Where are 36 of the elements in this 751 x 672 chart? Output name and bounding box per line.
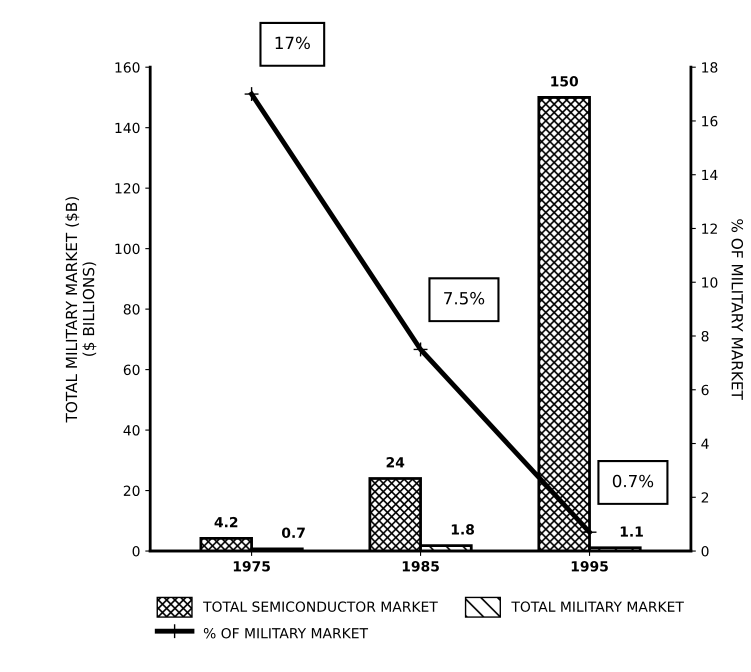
data-label: 1.1 — [620, 526, 643, 537]
y-tick-label: 60 — [124, 364, 140, 376]
y2-tick-label: 18 — [702, 62, 718, 73]
y-axis-title: TOTAL MILITARY MARKET ($B) ($ BILLIONS) — [65, 197, 96, 423]
x-tick-label: 1975 — [234, 561, 270, 572]
y-tick-label: 0 — [132, 546, 140, 557]
data-label: 24 — [386, 457, 404, 468]
y-tick-label: 20 — [124, 486, 140, 496]
y2-tick-label: 16 — [702, 116, 718, 126]
y-tick-label: 120 — [115, 183, 140, 194]
data-label: 17% — [276, 36, 310, 50]
data-label: 1.8 — [452, 524, 474, 535]
y-tick-label: 140 — [115, 122, 140, 134]
x-tick-label: 1985 — [402, 561, 439, 572]
y2-tick-label: 8 — [702, 330, 709, 342]
x-tick-label: 1995 — [572, 561, 608, 572]
legend-label: TOTAL SEMICONDUCTOR MARKET — [203, 601, 438, 612]
y2-tick-label: 4 — [701, 438, 709, 449]
y2-tick-label: 10 — [702, 277, 718, 288]
y-tick-label: 100 — [115, 244, 140, 254]
y-tick-label: 80 — [124, 304, 140, 315]
y2-tick-label: 6 — [702, 384, 709, 396]
y-tick-label: 40 — [123, 425, 140, 436]
y2-tick-label: 14 — [702, 170, 718, 180]
y2-axis-title: % OF MILITARY MARKET — [731, 219, 744, 400]
y2-tick-label: 2 — [702, 492, 708, 503]
legend-label: TOTAL MILITARY MARKET — [511, 601, 684, 612]
y-tick-label: 160 — [115, 62, 140, 73]
data-label: 4.2 — [214, 516, 238, 528]
y2-tick-label: 0 — [702, 546, 709, 557]
data-label: 0.7 — [282, 528, 305, 538]
data-label: 7.5% — [444, 292, 484, 305]
data-label: 0.7% — [612, 474, 654, 488]
legend-label: % OF MILITARY MARKET — [204, 628, 368, 639]
y2-tick-label: 12 — [702, 223, 717, 234]
data-label: 150 — [551, 76, 578, 87]
